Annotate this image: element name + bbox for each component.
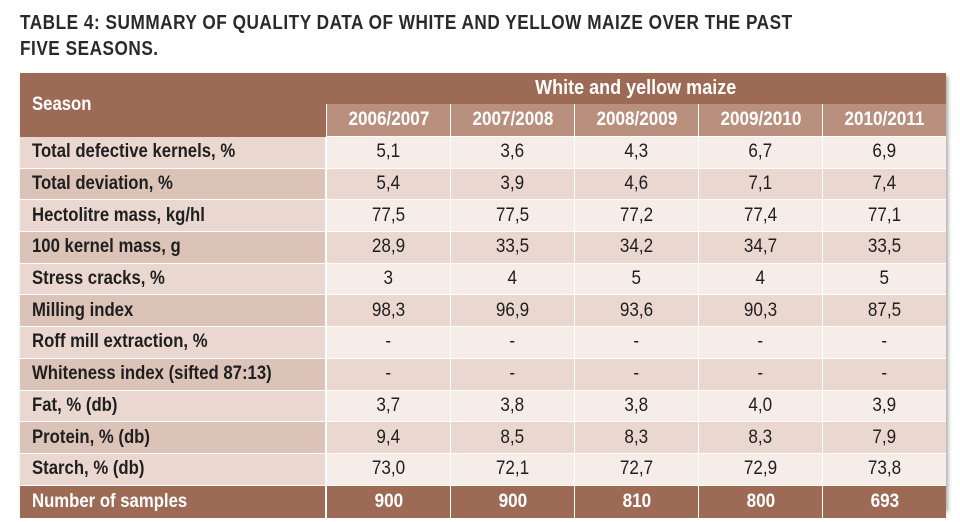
row-label: Total defective kernels, %: [20, 137, 326, 169]
table-cell: 5,1: [326, 137, 450, 169]
table-cell: -: [450, 358, 574, 391]
year-header: 2008/2009: [574, 104, 698, 137]
row-label: Number of samples: [20, 485, 326, 518]
table-cell: 72,7: [574, 453, 698, 486]
row-label: Whiteness index (sifted 87:13): [20, 358, 326, 391]
table-cell: 77,5: [326, 200, 450, 233]
samples-row: Number of samples 900 900 810 800 693: [20, 485, 947, 518]
table-cell: 5,4: [326, 168, 450, 201]
year-header: 2007/2008: [450, 104, 574, 137]
table-cell: 810: [574, 485, 698, 518]
table-cell: -: [326, 327, 450, 359]
table-cell: 3,8: [574, 390, 698, 423]
table-row: 100 kernel mass, g 28,9 33,5 34,2 34,7 33,5: [20, 232, 947, 264]
table-row: Hectolitre mass, kg/hl 77,5 77,5 77,2 77,4 77…: [20, 200, 947, 233]
table-cell: 6,7: [698, 137, 822, 169]
row-label: Fat, % (db): [20, 390, 326, 423]
table-cell: 5: [822, 263, 947, 296]
row-label: Total deviation, %: [20, 168, 326, 201]
season-header: Season: [20, 73, 326, 137]
table-row: Stress cracks, % 3 4 5 4 5: [20, 263, 947, 296]
table-cell: -: [822, 327, 947, 359]
table-cell: 77,4: [698, 200, 822, 233]
table-cell: 4,0: [698, 390, 822, 423]
table-cell: 77,1: [822, 200, 947, 233]
table-cell: 7,4: [822, 168, 947, 201]
quality-data-table: Season White and yellow maize 2006/2007 2…: [20, 73, 947, 518]
table-cell: 98,3: [326, 295, 450, 328]
table-cell: 72,9: [698, 453, 822, 486]
data-table: Season White and yellow maize 2006/2007 2…: [20, 73, 947, 518]
table-cell: 73,0: [326, 453, 450, 486]
row-label: Milling index: [20, 295, 326, 328]
table-cell: -: [574, 358, 698, 391]
table-cell: 34,7: [698, 232, 822, 264]
year-header: 2009/2010: [698, 104, 822, 137]
row-label: Stress cracks, %: [20, 263, 326, 296]
row-label: Starch, % (db): [20, 453, 326, 486]
table-cell: 9,4: [326, 422, 450, 454]
table-row: Milling index 98,3 96,9 93,6 90,3 87,5: [20, 295, 947, 328]
table-cell: 7,1: [698, 168, 822, 201]
table-cell: 77,5: [450, 200, 574, 233]
table-cell: -: [574, 327, 698, 359]
table-cell: 8,3: [698, 422, 822, 454]
table-cell: 33,5: [822, 232, 947, 264]
table-cell: 4,3: [574, 137, 698, 169]
table-cell: 900: [450, 485, 574, 518]
table-cell: 8,3: [574, 422, 698, 454]
table-cell: 3,6: [450, 137, 574, 169]
table-cell: 693: [822, 485, 947, 518]
table-cell: 3,9: [450, 168, 574, 201]
table-cell: 4: [698, 263, 822, 296]
table-cell: 5: [574, 263, 698, 296]
year-header: 2006/2007: [326, 104, 450, 137]
table-row: Fat, % (db) 3,7 3,8 3,8 4,0 3,9: [20, 390, 947, 423]
table-cell: 7,9: [822, 422, 947, 454]
year-header: 2010/2011: [822, 104, 947, 137]
table-cell: 3,8: [450, 390, 574, 423]
table-title: TABLE 4: SUMMARY OF QUALITY DATA OF WHIT…: [20, 12, 793, 60]
table-cell: 34,2: [574, 232, 698, 264]
table-cell: 72,1: [450, 453, 574, 486]
table-cell: 77,2: [574, 200, 698, 233]
table-cell: 4: [450, 263, 574, 296]
table-cell: 800: [698, 485, 822, 518]
table-cell: -: [326, 358, 450, 391]
table-row: Starch, % (db) 73,0 72,1 72,7 72,9 73,8: [20, 453, 947, 486]
table-cell: 8,5: [450, 422, 574, 454]
table-cell: 73,8: [822, 453, 947, 486]
table-cell: 3: [326, 263, 450, 296]
table-cell: 87,5: [822, 295, 947, 328]
table-cell: 96,9: [450, 295, 574, 328]
row-label: 100 kernel mass, g: [20, 232, 326, 264]
group-header: White and yellow maize: [326, 73, 947, 104]
row-label: Hectolitre mass, kg/hl: [20, 200, 326, 233]
table-cell: 33,5: [450, 232, 574, 264]
table-cell: 28,9: [326, 232, 450, 264]
table-row: Total defective kernels, % 5,1 3,6 4,3 6,7 6,…: [20, 137, 947, 169]
table-cell: -: [698, 358, 822, 391]
table-cell: -: [450, 327, 574, 359]
row-label: Roff mill extraction, %: [20, 327, 326, 359]
table-cell: -: [698, 327, 822, 359]
table-row: Roff mill extraction, % - - - - -: [20, 327, 947, 359]
table-row: Total deviation, % 5,4 3,9 4,6 7,1 7,4: [20, 168, 947, 201]
table-cell: 93,6: [574, 295, 698, 328]
table-cell: 3,9: [822, 390, 947, 423]
table-cell: 3,7: [326, 390, 450, 423]
row-label: Protein, % (db): [20, 422, 326, 454]
table-cell: 90,3: [698, 295, 822, 328]
table-row: Whiteness index (sifted 87:13) - - - - -: [20, 358, 947, 391]
table-cell: 900: [326, 485, 450, 518]
table-cell: 4,6: [574, 168, 698, 201]
table-row: Protein, % (db) 9,4 8,5 8,3 8,3 7,9: [20, 422, 947, 454]
table-cell: 6,9: [822, 137, 947, 169]
table-cell: -: [822, 358, 947, 391]
